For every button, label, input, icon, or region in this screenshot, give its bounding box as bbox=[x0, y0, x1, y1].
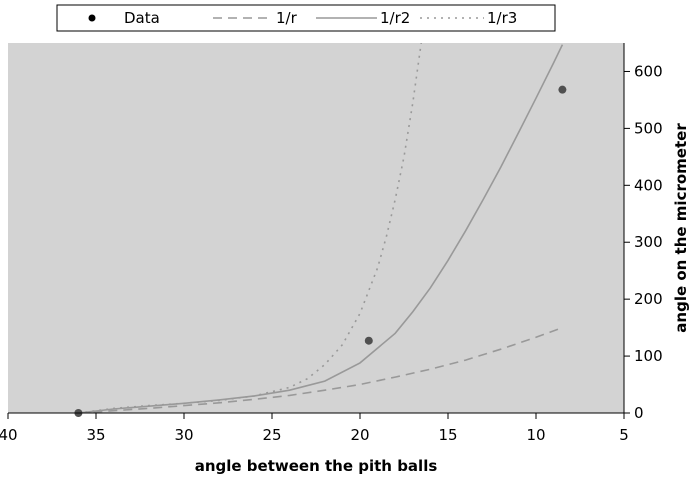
y-axis-title: angle on the micrometer bbox=[672, 123, 690, 333]
data-point bbox=[558, 85, 567, 94]
x-tick-label: 5 bbox=[619, 426, 629, 444]
legend-marker-data bbox=[88, 14, 96, 22]
x-axis-ticks: 40 35 30 25 20 15 10 5 bbox=[0, 413, 629, 444]
x-tick-label: 15 bbox=[438, 426, 457, 444]
legend-label-data: Data bbox=[124, 9, 160, 27]
legend-label-1-r2: 1/r2 bbox=[380, 9, 410, 27]
x-tick-label: 20 bbox=[350, 426, 369, 444]
series-line-1-r bbox=[78, 326, 563, 413]
series-lines bbox=[78, 43, 564, 413]
legend: Data 1/r 1/r2 1/r3 bbox=[56, 4, 556, 32]
y-axis-ticks: 0 100 200 300 400 500 600 bbox=[624, 62, 663, 422]
x-tick-label: 30 bbox=[174, 426, 193, 444]
data-point bbox=[364, 336, 373, 345]
x-axis-title: angle between the pith balls bbox=[195, 457, 438, 475]
y-tick-label: 100 bbox=[634, 347, 663, 365]
legend-label-1-r: 1/r bbox=[276, 9, 298, 27]
y-tick-label: 400 bbox=[634, 176, 663, 194]
plot-area bbox=[8, 43, 624, 413]
x-tick-label: 25 bbox=[262, 426, 281, 444]
data-points bbox=[74, 85, 567, 417]
x-tick-label: 40 bbox=[0, 426, 18, 444]
y-tick-label: 500 bbox=[634, 119, 663, 137]
series-line-1-r2 bbox=[78, 44, 564, 413]
legend-label-1-r3: 1/r3 bbox=[487, 9, 517, 27]
x-tick-label: 35 bbox=[86, 426, 105, 444]
y-tick-label: 0 bbox=[634, 404, 644, 422]
x-tick-label: 10 bbox=[526, 426, 545, 444]
y-tick-label: 300 bbox=[634, 233, 663, 251]
y-tick-label: 200 bbox=[634, 290, 663, 308]
y-tick-label: 600 bbox=[634, 62, 663, 80]
legend-box bbox=[56, 4, 556, 32]
